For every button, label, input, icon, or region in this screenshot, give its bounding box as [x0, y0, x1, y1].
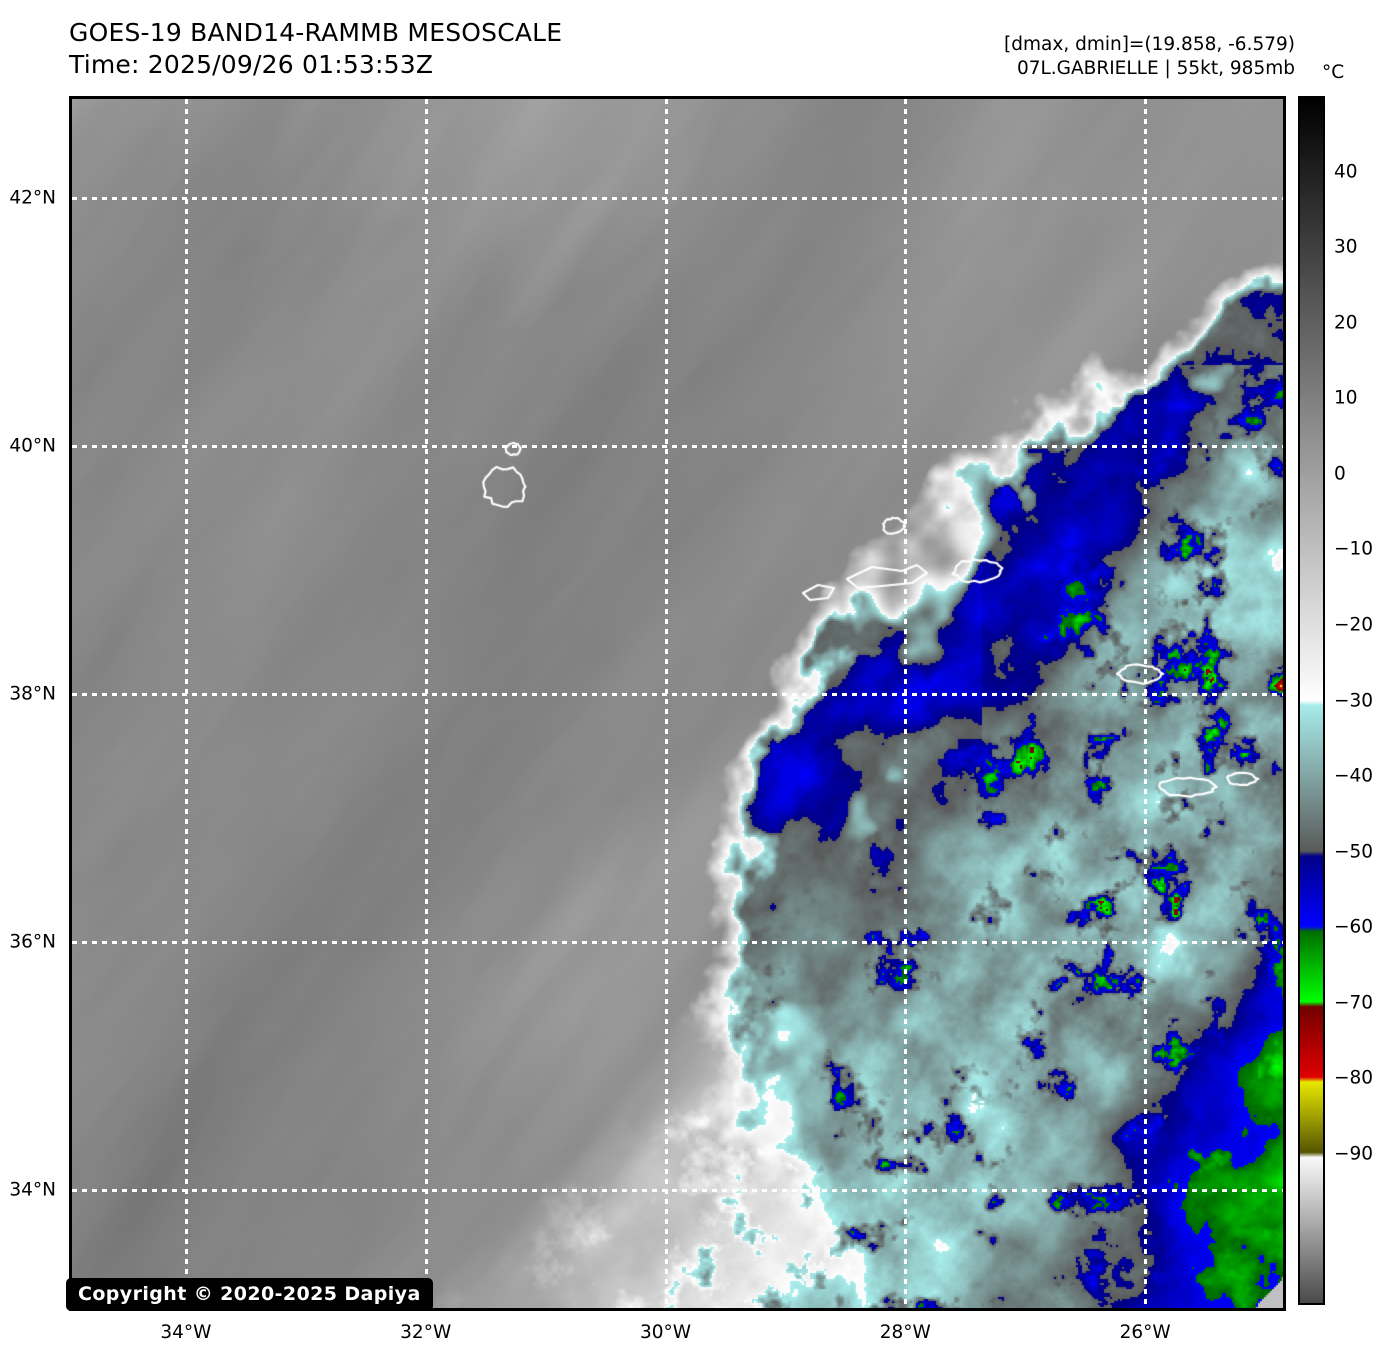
dminmax-label: [dmax, dmin]=(19.858, -6.579) [1004, 34, 1295, 55]
lat-tick-label: 40°N [9, 435, 56, 457]
colorbar-tick-label: −20 [1334, 614, 1374, 636]
timestamp-label: Time: 2025/09/26 01:53:53Z [69, 50, 434, 79]
colorbar-tick-label: −40 [1334, 765, 1374, 787]
copyright-watermark: Copyright © 2020-2025 Dapiya [66, 1278, 433, 1311]
lon-tick-label: 30°W [639, 1322, 692, 1343]
lat-tick-label: 38°N [9, 683, 56, 705]
lat-tick-label: 42°N [9, 187, 56, 209]
metadata-block: [dmax, dmin]=(19.858, -6.579) 07L.GABRIE… [1004, 33, 1295, 81]
colorbar-tick-label: −10 [1334, 538, 1374, 560]
colorbar-tick-label: 10 [1334, 387, 1358, 409]
colorbar-tick-label: −30 [1334, 690, 1374, 711]
lon-tick-label: 34°W [160, 1322, 212, 1343]
colorbar[interactable] [1298, 96, 1325, 1305]
colorbar-tick-label: 30 [1334, 236, 1358, 258]
colorbar-tick-label: −90 [1334, 1143, 1374, 1165]
colorbar-unit-label: °C [1322, 62, 1345, 83]
satellite-image-plot[interactable] [69, 96, 1286, 1311]
colorbar-tick-label: 20 [1334, 312, 1358, 334]
satellite-imagery-canvas [72, 99, 1283, 1308]
storm-label: 07L.GABRIELLE | 55kt, 985mb [1016, 58, 1295, 80]
lon-tick-label: 28°W [879, 1322, 931, 1343]
colorbar-tick-label: 0 [1334, 463, 1346, 485]
colorbar-tick-label: 40 [1334, 161, 1358, 183]
lat-tick-label: 34°N [9, 1179, 56, 1201]
colorbar-tick-label: −70 [1334, 992, 1374, 1014]
colorbar-tick-label: −60 [1334, 916, 1374, 938]
lon-tick-label: 26°W [1119, 1322, 1171, 1343]
colorbar-gradient [1300, 98, 1323, 1303]
title-block: GOES-19 BAND14-RAMMB MESOSCALE Time: 202… [69, 17, 562, 81]
lon-tick-label: 32°W [400, 1322, 452, 1343]
colorbar-tick-label: −80 [1334, 1067, 1374, 1089]
lat-tick-label: 36°N [9, 931, 56, 953]
page-title: GOES-19 BAND14-RAMMB MESOSCALE [69, 18, 563, 47]
colorbar-tick-label: −50 [1334, 841, 1374, 863]
